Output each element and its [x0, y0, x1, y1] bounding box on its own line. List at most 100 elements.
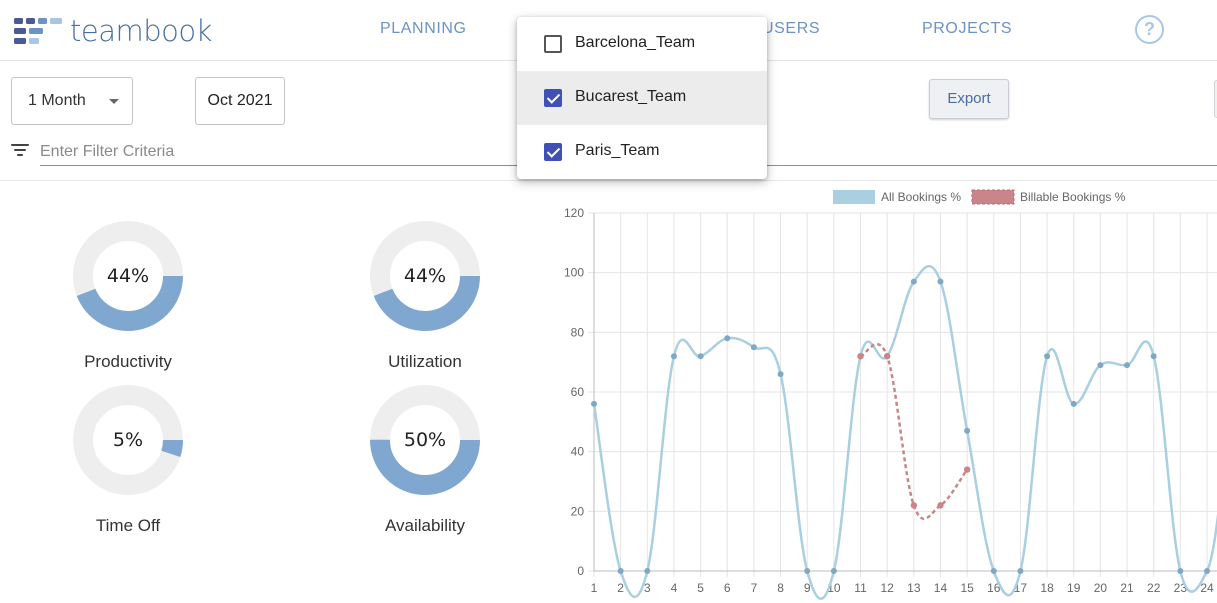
y-tick-label: 20 — [571, 504, 585, 518]
productivity-value: 44% — [106, 265, 150, 287]
all-bookings-point — [591, 400, 597, 407]
all-bookings-point — [670, 353, 677, 360]
y-tick-label: 40 — [571, 445, 585, 459]
all-bookings-point — [910, 278, 917, 285]
filter-icon[interactable] — [11, 144, 29, 158]
period-select[interactable]: 1 Month — [11, 77, 133, 125]
all-bookings-point — [697, 353, 704, 360]
checkbox-bucarest[interactable] — [544, 89, 562, 107]
x-tick-label: 21 — [1120, 581, 1134, 595]
team-option-label: Barcelona_Team — [575, 34, 696, 51]
y-tick-label: 60 — [571, 385, 585, 399]
x-tick-label: 22 — [1147, 581, 1161, 595]
x-tick-label: 24 — [1200, 581, 1214, 595]
x-tick-label: 2 — [617, 581, 624, 595]
help-icon[interactable]: ? — [1135, 15, 1164, 44]
team-dropdown: Barcelona_Team Bucarest_Team Paris_Team — [517, 17, 767, 179]
caret-down-icon — [109, 99, 119, 104]
x-tick-label: 4 — [671, 581, 678, 595]
ring-progress — [73, 221, 183, 331]
x-tick-label: 1 — [591, 581, 598, 595]
legend-label-all: All Bookings % — [881, 190, 961, 204]
teambook-logo[interactable]: teambook — [14, 14, 234, 50]
bookings-chart: 0 20 40 60 80 100 120 1 2 3 4 5 6 7 8 9 10 11 12 13 14 15 16 17… — [530, 183, 1217, 603]
availability-label: Availability — [384, 516, 465, 535]
x-tick-label: 18 — [1040, 581, 1054, 595]
x-tick-label: 16 — [987, 581, 1001, 595]
utilization-value: 44% — [403, 265, 447, 287]
all-bookings-point — [964, 427, 971, 434]
x-tick-label: 15 — [960, 581, 974, 595]
all-bookings-point — [750, 344, 757, 351]
time-off-donut: 5% — [73, 385, 183, 495]
y-tick-label: 120 — [564, 206, 584, 220]
x-tick-label: 8 — [777, 581, 784, 595]
x-tick-label: 5 — [697, 581, 704, 595]
team-option-bucarest[interactable]: Bucarest_Team — [517, 71, 767, 125]
time-off-label: Time Off — [95, 516, 161, 535]
nav-users[interactable]: USERS — [762, 20, 821, 37]
billable-bookings-point — [910, 502, 918, 509]
all-bookings-point — [777, 371, 784, 378]
y-tick-label: 0 — [577, 564, 584, 578]
logo-mark-icon — [14, 18, 62, 46]
availability-donut: 50% — [370, 385, 480, 495]
all-bookings-point — [1017, 568, 1024, 574]
billable-bookings-point — [963, 466, 971, 473]
x-tick-label: 6 — [724, 581, 731, 595]
ring-progress — [73, 385, 183, 495]
legend-label-billable: Billable Bookings % — [1020, 190, 1126, 204]
x-tick-label: 13 — [907, 581, 921, 595]
all-bookings-point — [1097, 362, 1104, 369]
x-tick-label: 7 — [751, 581, 758, 595]
x-tick-label: 19 — [1067, 581, 1081, 595]
all-bookings-point — [1150, 353, 1157, 360]
x-tick-label: 9 — [804, 581, 811, 595]
utilization-label: Utilization — [388, 352, 462, 371]
x-tick-label: 20 — [1094, 581, 1108, 595]
x-tick-label: 3 — [644, 581, 651, 595]
all-bookings-point — [1044, 353, 1051, 360]
all-bookings-point — [724, 335, 731, 342]
checkbox-paris[interactable] — [544, 143, 562, 161]
divider — [0, 180, 1217, 181]
all-bookings-point — [830, 568, 837, 574]
all-bookings-point — [937, 278, 944, 285]
checkbox-barcelona[interactable] — [544, 35, 562, 53]
nav-planning[interactable]: PLANNING — [380, 20, 467, 37]
productivity-donut: 44% — [73, 221, 183, 331]
x-tick-label: 14 — [934, 581, 948, 595]
billable-bookings-point — [937, 502, 944, 509]
month-picker[interactable]: Oct 2021 — [195, 77, 285, 125]
edge-button[interactable] — [1214, 80, 1217, 118]
all-bookings-point — [990, 568, 997, 574]
all-bookings-point — [644, 568, 651, 574]
logo-text: teambook — [70, 14, 212, 48]
x-tick-label: 11 — [854, 581, 867, 595]
ring-progress — [370, 221, 480, 331]
y-tick-label: 80 — [571, 325, 585, 339]
export-button[interactable]: Export — [929, 79, 1009, 119]
all-bookings-point — [617, 568, 624, 574]
all-bookings-point — [1177, 568, 1184, 574]
legend-swatch-billable — [971, 189, 1015, 205]
all-bookings-line — [592, 265, 1217, 601]
billable-bookings-point — [883, 353, 891, 360]
billable-bookings-point — [857, 353, 864, 360]
team-option-barcelona[interactable]: Barcelona_Team — [517, 17, 767, 71]
availability-value: 50% — [403, 429, 447, 451]
nav-projects[interactable]: PROJECTS — [922, 20, 1013, 37]
productivity-label: Productivity — [84, 352, 172, 371]
all-bookings-point — [1070, 400, 1077, 407]
y-tick-label: 100 — [564, 266, 584, 280]
all-bookings-point — [1204, 568, 1210, 574]
team-option-label: Bucarest_Team — [575, 88, 687, 105]
utilization-donut: 44% — [370, 221, 480, 331]
all-bookings-point — [804, 568, 811, 574]
team-option-label: Paris_Team — [575, 142, 660, 159]
ring-progress — [370, 385, 480, 495]
x-tick-label: 12 — [880, 581, 894, 595]
legend-swatch-all — [833, 190, 875, 204]
team-option-paris[interactable]: Paris_Team — [517, 125, 767, 179]
